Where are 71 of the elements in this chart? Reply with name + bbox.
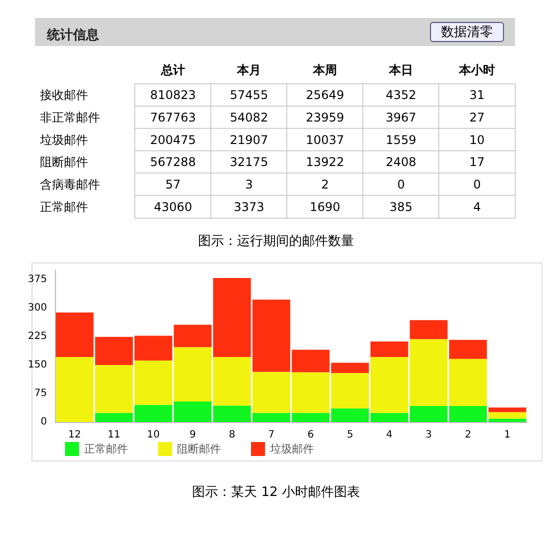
text: 图示：运行期间的邮件数量 [198, 234, 354, 249]
data-label: 810823 [150, 88, 196, 102]
y-tick-label: 阻断邮件 [40, 155, 88, 170]
x-tick-label: 10 [146, 430, 160, 440]
bar [488, 408, 526, 412]
data-label: 4352 [386, 88, 416, 102]
legend-label: 阻断邮件 [177, 442, 221, 456]
data-label: 21907 [230, 132, 268, 147]
x-tick-label: 8 [228, 430, 236, 440]
data-label: 17 [469, 155, 485, 170]
data-label: 2 [321, 178, 329, 192]
x-tick-label: 1 [504, 430, 511, 440]
bar [449, 340, 487, 359]
data-label: 4 [473, 200, 481, 214]
data-label: 567288 [150, 155, 196, 170]
x-tick-label: 本月 [236, 63, 261, 77]
data-label: 0 [397, 178, 405, 192]
bar [410, 320, 448, 340]
data-label: 3 [245, 178, 253, 192]
bar [370, 341, 408, 358]
text: 数据清零 [430, 22, 504, 42]
data-label: 57455 [230, 88, 268, 102]
chart-title: 统计信息 [46, 27, 100, 43]
x-tick-label: 9 [189, 430, 196, 440]
text: 图示：某天 12 小时邮件图表 [192, 485, 360, 500]
bar [488, 412, 526, 419]
data-label: 767763 [150, 110, 196, 124]
data-label: 31 [469, 88, 485, 102]
y-tick-label: 正常邮件 [40, 200, 88, 214]
x-tick-label: 总计 [160, 63, 185, 77]
x-tick-label: 本日 [388, 63, 413, 77]
data-label: 0 [473, 178, 481, 192]
x-tick-label: 12 [68, 430, 82, 440]
data-label: 57 [165, 178, 181, 192]
y-tick-label: 300 [28, 302, 47, 314]
data-label: 32175 [230, 155, 268, 170]
legend-label: 正常邮件 [84, 442, 128, 456]
x-tick-label: 3 [425, 430, 432, 440]
data-label: 2408 [386, 155, 416, 170]
data-label: 54082 [230, 110, 268, 124]
y-tick-label: 375 [28, 274, 47, 285]
y-tick-label: 150 [28, 360, 47, 370]
data-label: 200475 [150, 132, 196, 147]
legend-label: 垃圾邮件 [269, 442, 314, 456]
y-tick-label: 含病毒邮件 [40, 178, 100, 192]
x-tick-label: 11 [108, 430, 120, 440]
y-tick-label: 0 [40, 416, 47, 428]
data-label: 385 [390, 200, 412, 214]
x-tick-label: 4 [386, 430, 393, 440]
y-tick-label: 垃圾邮件 [39, 132, 88, 147]
data-label: 43060 [154, 200, 192, 214]
x-tick-label: 7 [268, 430, 275, 440]
data-label: 3967 [386, 110, 416, 124]
data-label: 1559 [386, 132, 416, 147]
data-label: 27 [469, 110, 485, 124]
y-tick-label: 75 [34, 388, 47, 399]
data-label: 25649 [306, 88, 344, 102]
data-label: 10037 [306, 132, 344, 147]
x-tick-label: 本周 [312, 63, 337, 77]
y-tick-label: 非正常邮件 [40, 110, 100, 124]
data-label: 23959 [306, 110, 344, 124]
data-label: 1690 [310, 200, 340, 214]
y-tick-label: 225 [28, 331, 47, 342]
x-tick-label: 6 [307, 430, 314, 440]
data-label: 10 [469, 132, 485, 147]
data-label: 3373 [234, 200, 264, 214]
data-label: 13922 [306, 155, 344, 170]
x-tick-label: 本小时 [458, 63, 495, 77]
x-tick-label: 5 [346, 430, 354, 440]
x-tick-label: 2 [464, 430, 472, 440]
y-tick-label: 接收邮件 [40, 88, 88, 102]
